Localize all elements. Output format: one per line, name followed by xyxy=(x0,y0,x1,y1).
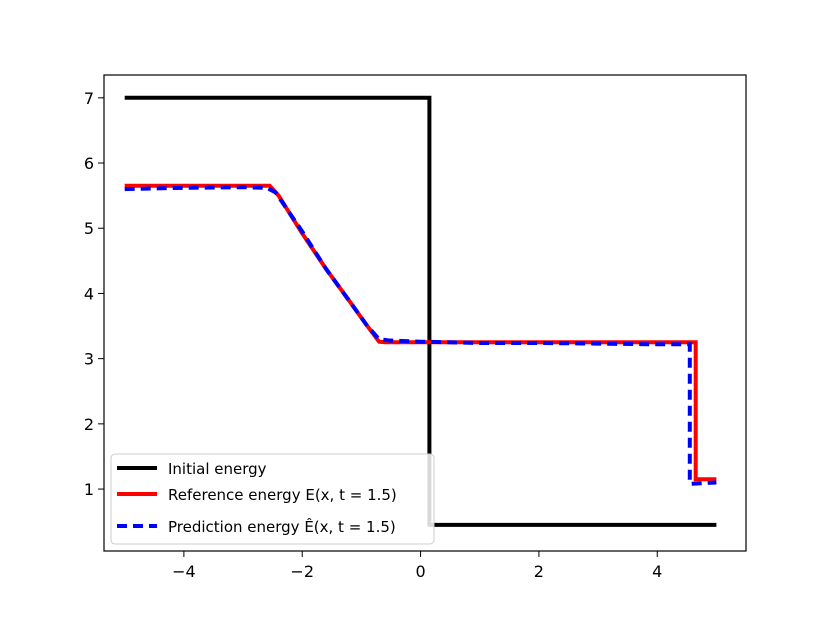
y-tick-label: 4 xyxy=(84,284,94,303)
x-tick-label: −2 xyxy=(290,562,314,581)
series-line-reference xyxy=(124,183,717,482)
legend-label-prediction: Prediction energy Ê(x, t = 1.5) xyxy=(168,517,396,536)
y-tick-label: 3 xyxy=(84,350,94,369)
x-tick-label: 4 xyxy=(652,562,662,581)
plot-frame xyxy=(103,74,747,552)
axes-layer: −4 −2 0 2 4 1 2 3 4 5 6 7 xyxy=(84,89,663,581)
x-tick-label: 0 xyxy=(415,562,425,581)
x-tick-label: 2 xyxy=(534,562,544,581)
series-layer xyxy=(124,95,717,527)
y-tick-label: 6 xyxy=(84,154,94,173)
legend: Initial energy Reference energy E(x, t =… xyxy=(110,453,435,545)
series-line-prediction xyxy=(124,185,717,486)
y-tick-label: 2 xyxy=(84,415,94,434)
y-tick-label: 5 xyxy=(84,219,94,238)
y-tick-label: 1 xyxy=(84,480,94,499)
x-tick-label: −4 xyxy=(172,562,196,581)
legend-label-initial: Initial energy xyxy=(168,460,267,478)
y-tick-label: 7 xyxy=(84,89,94,108)
series-line-initial xyxy=(124,95,717,527)
legend-box xyxy=(110,453,435,545)
legend-label-reference: Reference energy E(x, t = 1.5) xyxy=(168,486,397,504)
